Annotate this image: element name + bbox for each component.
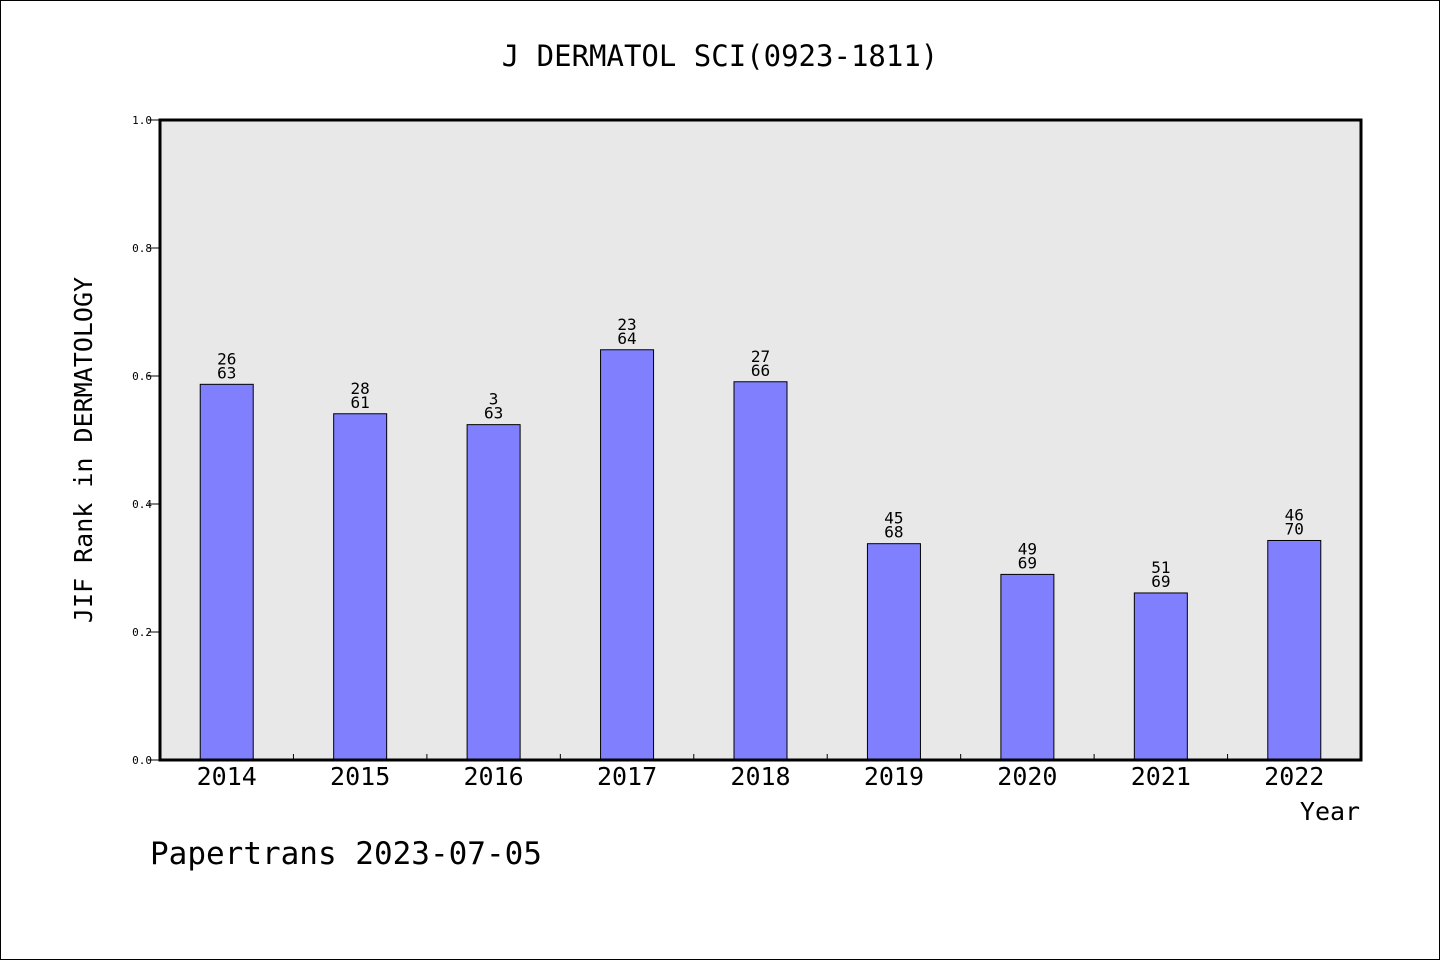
data-label-rank: 45 [884, 509, 903, 528]
data-label-total: 64 [617, 329, 636, 348]
x-tick-label: 2014 [197, 762, 257, 791]
bar [466, 424, 521, 761]
x-tick-label: 2021 [1131, 762, 1191, 791]
data-label-total: 63 [217, 363, 236, 382]
x-tick-label: 2016 [464, 762, 524, 791]
x-tick-label: 2015 [330, 762, 390, 791]
x-tick-label: 2019 [864, 762, 924, 791]
bar [866, 543, 921, 761]
x-tick-label: 2018 [730, 762, 790, 791]
chart-title: J DERMATOL SCI(0923-1811) [502, 39, 939, 73]
bar [1267, 539, 1322, 761]
bar [199, 383, 254, 761]
x-tick-label: 2020 [997, 762, 1057, 791]
bar [600, 349, 655, 761]
y-axis-label: JIF Rank in DERMATOLOGY [69, 277, 98, 623]
y-tick-label: 0.6 [132, 370, 152, 383]
x-tick-label: 2017 [597, 762, 657, 791]
data-label-rank: 46 [1285, 505, 1304, 524]
data-label-total: 69 [1018, 553, 1037, 572]
data-label-rank: 28 [351, 379, 370, 398]
plot-border [158, 118, 1363, 762]
data-label-rank: 23 [617, 315, 636, 334]
bar [733, 381, 788, 761]
data-label-total: 63 [484, 404, 503, 423]
data-label-total: 66 [751, 361, 770, 380]
bar [1000, 573, 1055, 761]
x-axis-label: Year [1300, 797, 1360, 826]
data-label-total: 70 [1285, 519, 1304, 538]
y-tick-label: 0.2 [132, 626, 152, 639]
data-label-rank: 49 [1018, 539, 1037, 558]
y-tick-label: 0.4 [132, 498, 152, 511]
data-label-rank: 27 [751, 347, 770, 366]
data-label-rank: 3 [489, 390, 499, 409]
footer-credit: Papertrans 2023-07-05 [150, 836, 542, 872]
y-tick-label: 0.0 [132, 754, 152, 767]
data-label-total: 69 [1151, 572, 1170, 591]
data-label-rank: 51 [1151, 558, 1170, 577]
data-label-total: 68 [884, 523, 903, 542]
x-tick-label: 2022 [1264, 762, 1324, 791]
y-tick-label: 0.8 [132, 242, 152, 255]
data-label-total: 61 [351, 393, 370, 412]
bar [333, 413, 388, 761]
y-tick-label: 1.0 [132, 114, 152, 127]
data-label-rank: 26 [217, 349, 236, 368]
bar [1133, 592, 1188, 761]
